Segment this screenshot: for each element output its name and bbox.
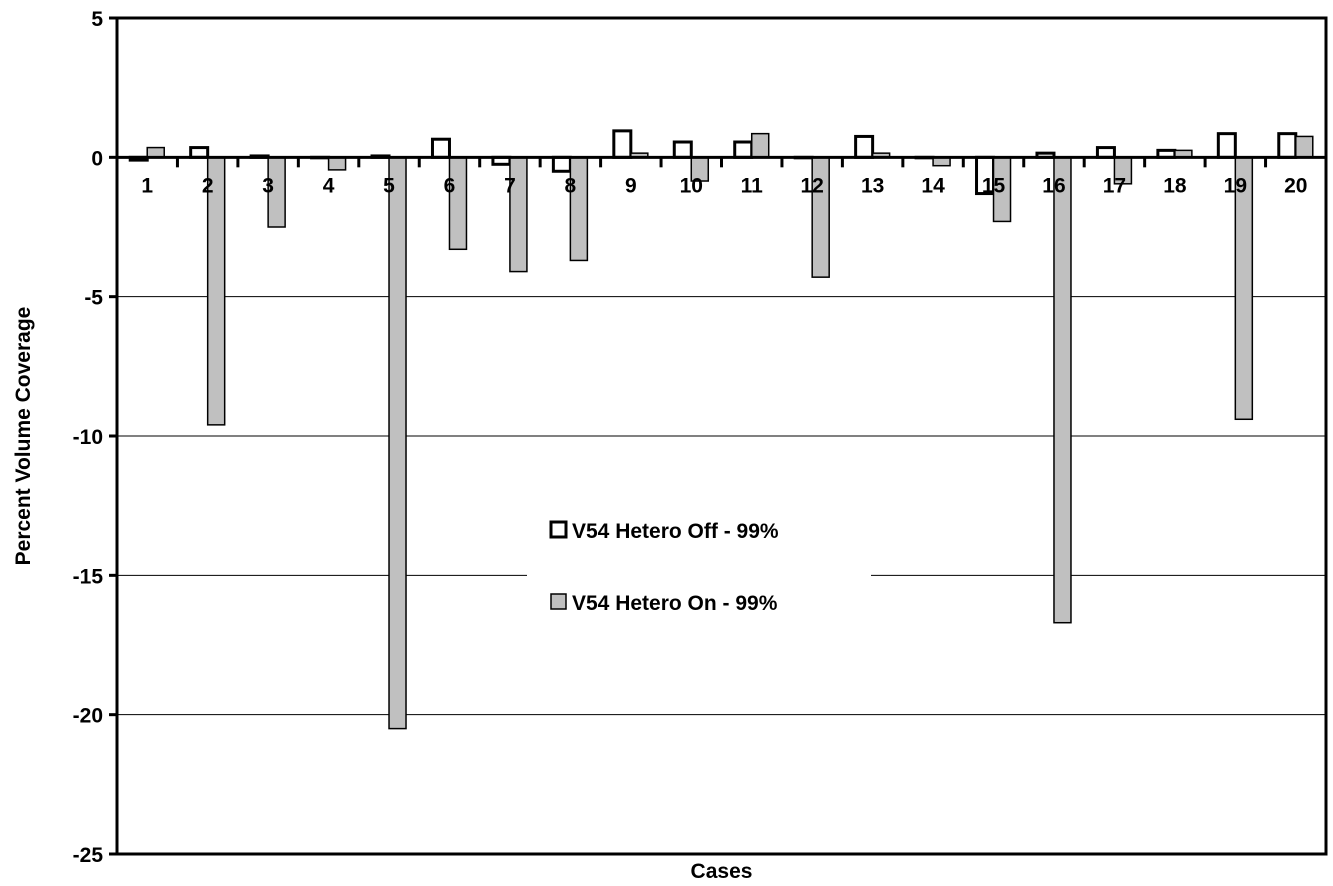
x-axis-tick-labels: 1 2 3 4 5 6 7 8 9 10 11 12 13 14 15 16 17 18 19 20 (141, 174, 1307, 197)
bar-hetero-on (1295, 135, 1314, 159)
legend-label-off: V54 Hetero Off - 99% (572, 520, 779, 543)
bar-hetero-off (854, 134, 875, 159)
x-tick-label: 19 (1224, 174, 1247, 197)
bar-hetero-off (672, 140, 693, 159)
y-tick-label: 5 (91, 8, 103, 31)
y-tick-label: -20 (73, 705, 103, 728)
bar-hetero-off (1216, 132, 1237, 159)
legend-item-off: V54 Hetero Off - 99% (549, 520, 779, 543)
bar-hetero-on (750, 132, 770, 159)
x-tick-label: 2 (202, 174, 214, 197)
bar-hetero-on (448, 156, 468, 251)
x-tick-label: 4 (323, 174, 335, 197)
x-tick-label: 1 (141, 174, 153, 197)
bar-hetero-on (388, 156, 407, 730)
legend-swatch-off (549, 520, 568, 539)
x-tick-label: 16 (1042, 174, 1065, 197)
x-tick-label: 12 (800, 174, 823, 197)
y-axis-label: Percent Volume Coverage (12, 307, 35, 566)
bar-hetero-on (569, 156, 589, 262)
x-tick-label: 11 (741, 174, 764, 197)
x-tick-label: 18 (1163, 174, 1187, 197)
x-tick-label: 17 (1103, 174, 1126, 197)
bar-hetero-off (1277, 132, 1298, 159)
x-axis-label: Cases (691, 860, 753, 883)
y-tick-label: -10 (73, 426, 103, 449)
bar-hetero-off (430, 137, 451, 159)
x-tick-label: 3 (262, 174, 274, 197)
x-tick-label: 20 (1284, 174, 1307, 197)
y-tick-label: -5 (84, 287, 103, 310)
x-tick-label: 10 (680, 174, 703, 197)
bar-hetero-on (1053, 156, 1072, 624)
plot-area-frame (115, 16, 1328, 856)
legend-background (527, 495, 871, 630)
x-tick-label: 8 (565, 174, 577, 197)
x-tick-label: 5 (383, 174, 395, 197)
bars (128, 129, 1314, 730)
x-tick-label: 13 (861, 174, 884, 197)
x-tick-label: 9 (625, 174, 637, 197)
y-tick-label: 0 (91, 147, 103, 170)
y-tick-label: -25 (73, 844, 104, 867)
legend-swatch-on (550, 593, 567, 610)
x-tick-label: 15 (982, 174, 1006, 197)
y-tick-label: -15 (73, 565, 104, 588)
x-axis-ticks (175, 157, 1268, 168)
bar-hetero-on (327, 156, 347, 171)
bar-hetero-off (733, 140, 754, 159)
x-tick-label: 7 (504, 174, 516, 197)
legend-item-on: V54 Hetero On - 99% (550, 592, 778, 615)
bar-hetero-on (206, 156, 226, 426)
x-tick-label: 6 (444, 174, 456, 197)
x-tick-label: 14 (921, 174, 945, 197)
bar-hetero-off (551, 155, 572, 173)
bar-hetero-off (612, 129, 633, 159)
legend-label-on: V54 Hetero On - 99% (572, 592, 778, 615)
legend: V54 Hetero Off - 99% V54 Hetero On - 99% (527, 495, 871, 630)
y-axis-tick-labels: 5 0 -5 -10 -15 -20 -25 (73, 8, 104, 867)
